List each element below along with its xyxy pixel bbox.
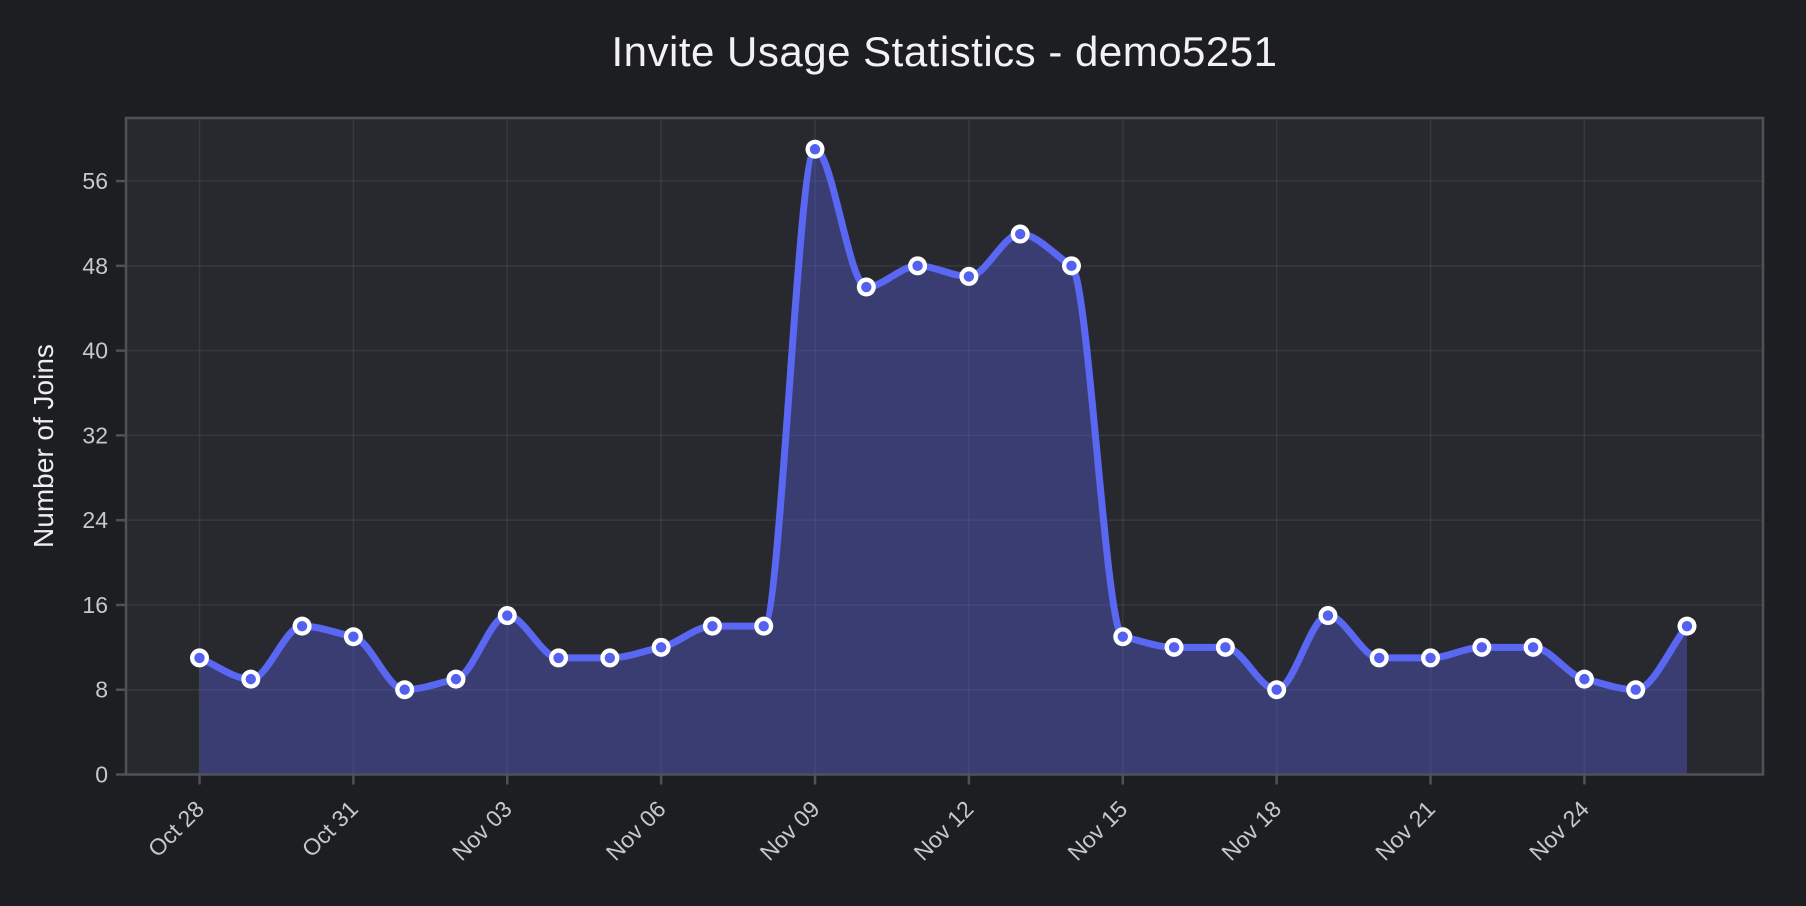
series-area	[199, 149, 1687, 775]
data-point-marker	[655, 642, 667, 653]
y-tick-label: 48	[82, 253, 108, 279]
y-tick-label: 40	[82, 338, 108, 364]
x-tick-label: Nov 18	[1216, 796, 1286, 866]
data-point-marker	[450, 673, 462, 685]
data-point-marker	[502, 610, 513, 621]
data-point-marker	[1476, 642, 1488, 653]
data-point-marker	[809, 144, 821, 155]
x-tick-label: Nov 09	[755, 796, 825, 866]
data-point-marker	[1014, 228, 1026, 240]
data-point-marker	[963, 271, 975, 282]
data-point-marker	[399, 684, 410, 695]
x-tick-label: Nov 12	[909, 796, 979, 866]
data-point-marker	[758, 620, 769, 632]
data-point-marker	[296, 620, 308, 632]
data-point-marker	[194, 652, 205, 664]
data-point-marker	[1630, 684, 1641, 695]
data-point-marker	[1168, 642, 1180, 653]
data-point-marker	[1681, 620, 1693, 632]
y-tick-label: 32	[82, 422, 108, 448]
x-tick-label: Nov 06	[601, 796, 671, 866]
data-point-marker	[1527, 642, 1539, 653]
data-point-marker	[1425, 652, 1436, 664]
plot-border	[124, 116, 1765, 776]
data-point-marker	[604, 652, 616, 664]
data-point-marker	[553, 652, 564, 664]
data-point-marker	[1117, 631, 1128, 642]
data-point-marker	[861, 281, 872, 293]
data-point-marker	[1322, 610, 1334, 621]
plot-area	[126, 118, 1763, 775]
data-point-marker	[245, 673, 256, 685]
x-tick-label: Nov 03	[447, 796, 517, 866]
y-tick-label: 24	[82, 507, 108, 533]
data-point-marker	[1579, 673, 1590, 685]
x-tick-label: Oct 28	[143, 796, 209, 862]
data-point-marker	[1066, 260, 1077, 272]
y-tick-label: 8	[95, 677, 108, 703]
data-point-marker	[1220, 642, 1231, 653]
data-point-marker	[1271, 684, 1282, 695]
y-tick-label: 56	[82, 168, 108, 194]
chart-title: Invite Usage Statistics - demo5251	[611, 28, 1278, 75]
y-tick-label: 16	[82, 592, 108, 618]
x-tick-label: Nov 21	[1370, 796, 1440, 866]
y-tick-label: 0	[95, 762, 108, 788]
data-point-marker	[1374, 652, 1385, 664]
x-tick-label: Oct 31	[297, 796, 363, 862]
data-point-marker	[912, 260, 923, 272]
data-point-marker	[707, 620, 718, 632]
x-tick-label: Nov 15	[1062, 796, 1132, 866]
data-point-marker	[348, 631, 359, 642]
x-tick-label: Nov 24	[1524, 796, 1594, 866]
